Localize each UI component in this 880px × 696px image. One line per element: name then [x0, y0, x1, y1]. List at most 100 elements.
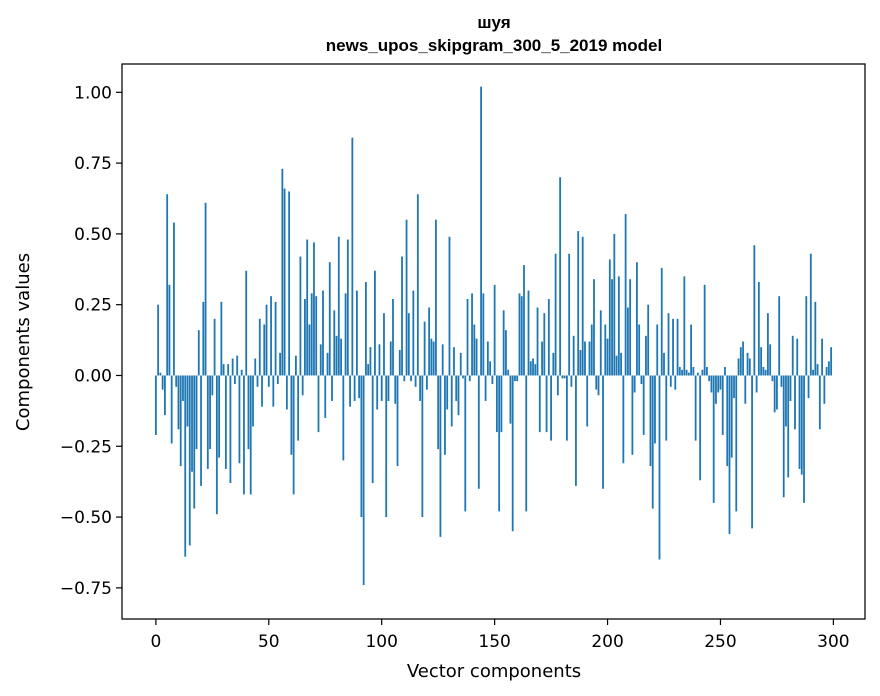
bar-102	[385, 375, 388, 518]
bar-22	[204, 202, 207, 376]
bar-164	[525, 375, 528, 512]
bar-289	[807, 375, 810, 399]
bar-21	[202, 301, 205, 376]
bar-114	[412, 290, 415, 376]
bar-193	[590, 324, 593, 376]
bar-165	[527, 290, 530, 376]
bar-274	[773, 375, 776, 413]
bar-202	[611, 279, 613, 376]
bar-287	[803, 375, 805, 503]
bar-278	[782, 375, 785, 498]
bar-227	[667, 313, 670, 376]
bar-128	[444, 375, 446, 455]
bar-7	[170, 375, 173, 444]
bar-208	[624, 214, 627, 376]
bar-118	[421, 375, 424, 518]
bar-207	[622, 375, 625, 464]
bar-269	[762, 366, 765, 376]
bar-258	[737, 358, 740, 376]
bar-251	[721, 375, 724, 435]
bar-190	[584, 341, 586, 376]
bar-270	[764, 369, 767, 376]
bar-163	[523, 265, 525, 376]
bar-265	[753, 245, 756, 376]
bar-28	[218, 375, 221, 458]
bar-147	[486, 341, 489, 376]
bar-299	[830, 347, 833, 376]
bar-117	[419, 375, 422, 401]
bar-180	[561, 375, 564, 379]
y-tick-label-5: 0.50	[74, 225, 112, 245]
bar-88	[353, 375, 356, 401]
bar-61	[292, 375, 295, 495]
bar-246	[710, 375, 713, 393]
x-tick-label-100: 100	[365, 632, 397, 652]
bar-135	[459, 352, 462, 376]
bar-126	[439, 375, 442, 537]
bar-239	[694, 375, 697, 441]
bar-204	[615, 355, 618, 376]
bar-186	[575, 375, 577, 486]
y-axis-label: Components values	[13, 253, 34, 431]
bar-6	[168, 284, 171, 376]
bar-115	[414, 375, 417, 387]
bar-146	[484, 375, 487, 401]
bar-142	[475, 338, 478, 376]
x-tick-label-200: 200	[591, 632, 623, 652]
bar-59	[288, 191, 291, 376]
bar-82	[340, 338, 342, 376]
bar-285	[798, 375, 801, 469]
bar-288	[805, 296, 808, 376]
bar-151	[495, 375, 498, 433]
bar-129	[446, 375, 449, 410]
bar-31	[224, 375, 227, 469]
bar-119	[423, 321, 426, 376]
bar-291	[812, 369, 814, 376]
bar-174	[547, 299, 550, 376]
bar-131	[450, 375, 453, 427]
bar-192	[588, 341, 591, 376]
bar-4	[164, 375, 166, 416]
bar-18	[195, 375, 198, 450]
bar-183	[568, 253, 571, 376]
bar-213	[636, 262, 638, 376]
y-tick-label-3: 0.00	[74, 366, 112, 386]
y-axis-ticks: −0.75 −0.50 −0.25 0.00 0.25 0.50 0.75 1.00	[60, 83, 122, 599]
bar-30	[222, 364, 225, 376]
bar-86	[349, 375, 351, 407]
bar-188	[579, 349, 582, 376]
bar-211	[631, 375, 634, 455]
bar-209	[626, 307, 629, 376]
bar-42	[249, 375, 252, 495]
bar-226	[665, 375, 668, 441]
bar-234	[683, 276, 686, 376]
bar-136	[462, 375, 464, 379]
bar-34	[231, 358, 234, 376]
bar-187	[577, 231, 580, 376]
bar-292	[814, 301, 817, 376]
bar-199	[604, 324, 607, 376]
bar-121	[428, 307, 431, 376]
bar-101	[383, 313, 385, 376]
bar-130	[448, 236, 451, 376]
bar-277	[780, 375, 783, 387]
bar-298	[827, 361, 830, 376]
bar-263	[748, 358, 751, 376]
bar-54	[276, 375, 279, 384]
bar-33	[229, 375, 232, 484]
bar-148	[489, 361, 492, 376]
bar-219	[649, 375, 652, 467]
bar-78	[331, 375, 333, 401]
y-tick-label-1: −0.50	[60, 508, 112, 528]
bar-154	[502, 310, 505, 376]
bar-160	[516, 375, 519, 382]
bar-55	[279, 352, 281, 376]
bar-99	[378, 344, 381, 376]
x-tick-label-150: 150	[478, 632, 510, 652]
bar-35	[234, 375, 236, 384]
bar-71	[315, 296, 318, 376]
bar-223	[658, 375, 661, 560]
bar-201	[608, 259, 611, 376]
bar-149	[491, 375, 494, 384]
